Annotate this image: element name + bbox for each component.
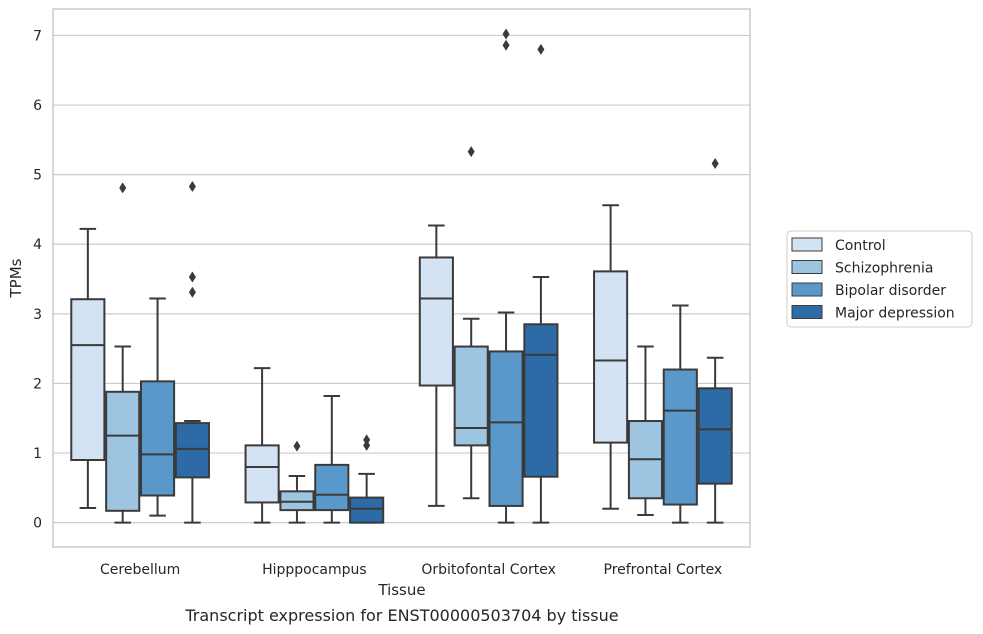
outlier-point: [537, 43, 545, 55]
box-1-4: [174, 180, 210, 524]
outlier-point: [467, 146, 475, 158]
box-iqr: [279, 490, 315, 512]
y-tick-label: 3: [33, 307, 42, 323]
figure-caption: Transcript expression for ENST0000050370…: [184, 606, 618, 625]
outlier-point: [188, 286, 196, 298]
box-4-3: [662, 304, 698, 524]
box-iqr: [314, 463, 350, 512]
y-tick-label: 5: [33, 168, 42, 184]
box-4-2: [627, 345, 664, 516]
y-tick-label: 0: [33, 516, 42, 532]
plot-frame: [52, 8, 751, 548]
y-tick-labels: 0 1 2 3 4 5 6 7: [33, 28, 42, 531]
legend-swatch: [791, 237, 823, 252]
legend-swatch: [791, 260, 823, 274]
box-iqr: [244, 444, 280, 504]
box-iqr: [105, 390, 141, 512]
y-tick-label: 2: [33, 376, 42, 392]
y-axis-label: TPMs: [7, 258, 25, 298]
outlier-point: [363, 439, 371, 451]
box-1-1: [70, 227, 106, 510]
box-iqr: [349, 496, 385, 524]
box-iqr: [523, 323, 559, 478]
legend-label: Major depression: [835, 306, 955, 322]
box-iqr: [174, 422, 210, 479]
x-tick-label: Prefrontal Cortex: [604, 562, 723, 578]
outlier-point: [711, 158, 719, 170]
legend-swatch: [791, 282, 823, 297]
legend-label: Schizophrenia: [835, 261, 933, 277]
box-iqr: [662, 368, 698, 506]
box-series: [70, 28, 733, 524]
box-4-1: [593, 204, 629, 510]
outlier-point: [502, 39, 510, 51]
box-4-4: [697, 158, 733, 524]
box-iqr: [70, 298, 106, 462]
legend: Control Schizophrenia Bipolar disorder Majo…: [786, 230, 973, 328]
outlier-point: [188, 271, 196, 283]
x-tick-label: Cerebellum: [100, 562, 180, 578]
outlier-point: [293, 440, 301, 452]
box-3-4: [523, 43, 559, 524]
box-1-3: [139, 297, 176, 517]
box-iqr: [139, 380, 176, 497]
box-3-3: [488, 28, 524, 524]
box-iqr: [593, 270, 629, 444]
legend-label: Bipolar disorder: [835, 283, 946, 299]
outlier-point: [188, 180, 196, 192]
legend-swatch: [791, 305, 823, 319]
outlier-point: [502, 28, 510, 40]
box-iqr: [453, 345, 489, 447]
box-2-4: [349, 434, 385, 524]
box-iqr: [697, 387, 733, 485]
box-iqr: [418, 256, 454, 387]
box-1-2: [105, 182, 141, 524]
box-2-1: [244, 367, 280, 524]
legend-label: Control: [835, 238, 886, 254]
outlier-point: [363, 434, 371, 446]
y-tick-label: 4: [33, 237, 42, 253]
x-axis-label: Tissue: [377, 581, 425, 599]
legend-frame: [786, 230, 973, 328]
x-tick-label: Hipppocampus: [262, 562, 367, 578]
box-3-2: [453, 146, 489, 500]
box-2-3: [314, 394, 350, 524]
box-3-1: [418, 224, 454, 507]
y-tick-label: 6: [33, 98, 42, 114]
y-tick-label: 1: [33, 446, 42, 462]
x-tick-label: Orbitofontal Cortex: [421, 562, 556, 578]
x-tick-labels: Cerebellum Hipppocampus Orbitofontal Corte…: [100, 562, 722, 578]
outlier-point: [119, 182, 127, 194]
box-iqr: [488, 350, 524, 507]
y-tick-label: 7: [33, 28, 42, 44]
box-2-2: [279, 440, 315, 524]
